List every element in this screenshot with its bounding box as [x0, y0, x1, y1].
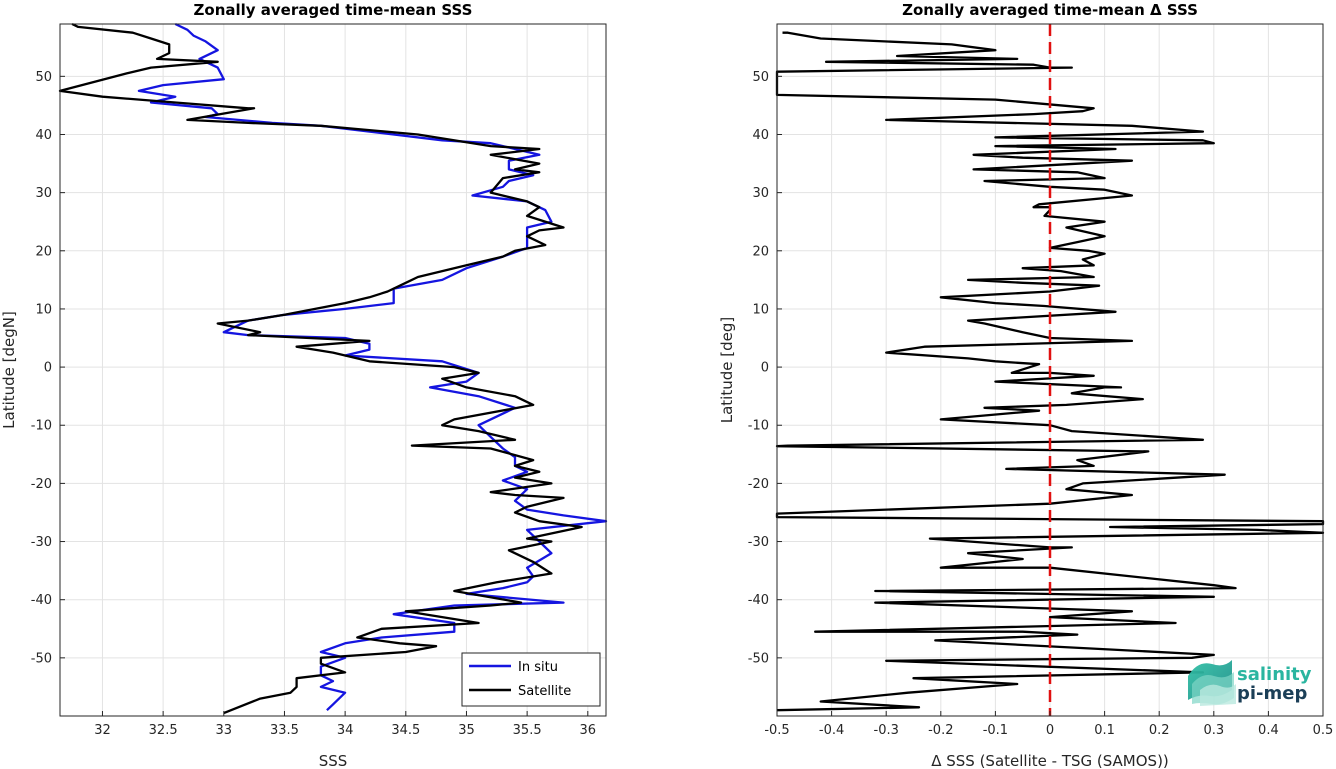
- left-y-tick-label: 10: [35, 302, 52, 317]
- right-y-tick-label: 30: [752, 186, 769, 201]
- left-y-tick-label: -10: [31, 419, 52, 434]
- left-y-tick-label: 20: [35, 244, 52, 259]
- right-x-tick-label: -0.4: [819, 723, 844, 738]
- left-x-tick-label: 33.5: [270, 723, 299, 738]
- right-y-axis-label: Latitude [deg]: [718, 317, 736, 423]
- left-x-tick-label: 32: [94, 723, 111, 738]
- left-chart-title: Zonally averaged time-mean SSS: [194, 1, 473, 19]
- right-x-axis-label: Δ SSS (Satellite - TSG (SAMOS)): [931, 752, 1169, 769]
- right-chart-title: Zonally averaged time-mean Δ SSS: [902, 1, 1198, 19]
- salinity-pi-mep-logo: salinity pi-mep: [1188, 660, 1312, 706]
- left-y-tick-label: -50: [31, 651, 52, 666]
- legend-label-satellite: Satellite: [518, 684, 571, 699]
- logo-text-salinity: salinity: [1237, 664, 1312, 685]
- left-x-tick-label: 34: [337, 723, 354, 738]
- left-y-tick-label: 0: [44, 361, 52, 376]
- left-y-tick-label: 40: [35, 128, 52, 143]
- left-y-tick-label: 50: [35, 70, 52, 85]
- right-y-tick-label: 20: [752, 244, 769, 259]
- legend-box: [461, 652, 601, 707]
- left-y-tick-label: -30: [31, 535, 52, 550]
- right-x-tick-label: -0.2: [928, 723, 953, 738]
- right-chart: -0.5 -0.4 -0.3 -0.2 -0.1 0 0.1 0.2 0.3 0.4 0.5 -50…: [718, 1, 1333, 769]
- right-y-tick-label: -20: [748, 477, 769, 492]
- left-chart: 32 32.5 33 33.5 34 34.5 35 35.5 36 -50-40-30-20-…: [0, 1, 608, 769]
- right-x-tick-label: 0.2: [1149, 723, 1170, 738]
- right-x-tick-label: -0.3: [874, 723, 899, 738]
- right-x-tick-label: 0.5: [1313, 723, 1334, 738]
- right-y-tick-label: -10: [748, 419, 769, 434]
- left-x-ticks: 32 32.5 33 33.5 34 34.5 35 35.5 36: [94, 711, 596, 738]
- left-y-ticks: -50 -40 -30 -20 -10 0 10 20 30 40 50: [31, 70, 65, 666]
- left-x-tick-label: 34.5: [391, 723, 420, 738]
- right-y-tick-label: -40: [748, 593, 769, 608]
- left-y-axis-label: Latitude [degN]: [0, 311, 18, 429]
- left-x-axis-label: SSS: [319, 752, 348, 769]
- right-y-tick-label: 50: [752, 70, 769, 85]
- left-series-line-in-situ: [137, 22, 608, 712]
- legend-label-in-situ: In situ: [518, 660, 558, 675]
- logo-text-pi-mep: pi-mep: [1237, 683, 1307, 704]
- left-y-tick-label: -40: [31, 593, 52, 608]
- right-y-tick-label: 0: [761, 361, 769, 376]
- logo-wave-icon: [1188, 660, 1236, 706]
- right-y-tick-label: -30: [748, 535, 769, 550]
- left-y-tick-label: 30: [35, 186, 52, 201]
- right-x-tick-label: 0: [1046, 723, 1054, 738]
- left-series-group: [58, 22, 608, 715]
- left-plot-frame: [59, 23, 607, 717]
- right-x-ticks: -0.5 -0.4 -0.3 -0.2 -0.1 0 0.1 0.2 0.3 0.4 0.5: [764, 711, 1333, 738]
- left-x-tick-label: 33: [216, 723, 233, 738]
- right-y-tick-label: -50: [748, 651, 769, 666]
- left-grid: [60, 24, 606, 716]
- left-x-tick-label: 32.5: [149, 723, 178, 738]
- right-x-tick-label: 0.4: [1258, 723, 1279, 738]
- left-series-line-satellite: [58, 22, 583, 715]
- left-x-tick-label: 35: [458, 723, 475, 738]
- left-y-tick-label: -20: [31, 477, 52, 492]
- right-series-group: [775, 31, 1325, 712]
- right-y-ticks: -50 -40 -30 -20 -10 0 10 20 30 40 50: [748, 70, 782, 666]
- right-series-line-series-0: [775, 31, 1325, 712]
- left-x-tick-label: 36: [580, 723, 597, 738]
- legend: In situ Satellite: [461, 652, 601, 707]
- right-y-tick-label: 10: [752, 302, 769, 317]
- right-x-tick-label: -0.5: [764, 723, 789, 738]
- left-x-tick-label: 35.5: [513, 723, 542, 738]
- right-x-tick-label: 0.1: [1094, 723, 1115, 738]
- right-y-tick-label: 40: [752, 128, 769, 143]
- right-x-tick-label: -0.1: [983, 723, 1008, 738]
- right-x-tick-label: 0.3: [1203, 723, 1224, 738]
